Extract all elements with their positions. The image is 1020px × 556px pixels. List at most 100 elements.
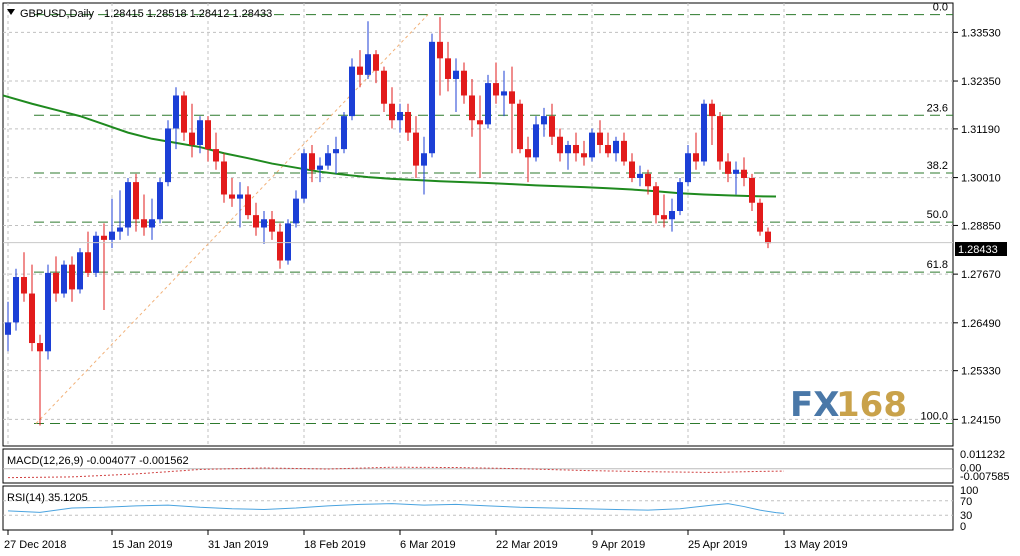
candle-body bbox=[757, 202, 763, 232]
candle-body bbox=[53, 272, 59, 294]
date-tick-label: 25 Apr 2019 bbox=[688, 539, 747, 551]
fib-label: 38.2 bbox=[927, 160, 948, 172]
price-tick-label: 1.31190 bbox=[961, 124, 1000, 136]
candle-body bbox=[349, 66, 355, 117]
candle-body bbox=[629, 161, 635, 178]
candle-body bbox=[613, 140, 619, 154]
price-tick-label: 1.24150 bbox=[961, 414, 1001, 426]
candle-body bbox=[245, 194, 251, 216]
price-tick-label: 1.28850 bbox=[961, 220, 1001, 232]
date-tick-label: 15 Jan 2019 bbox=[112, 539, 173, 551]
price-tick-label: 1.32350 bbox=[961, 76, 1001, 88]
candle-body bbox=[389, 103, 395, 121]
candle-body bbox=[717, 116, 723, 162]
candle-body bbox=[93, 235, 99, 273]
candle-body bbox=[453, 70, 459, 79]
rsi-title: RSI(14) 35.1205 bbox=[7, 492, 88, 504]
price-tick-label: 1.30010 bbox=[961, 173, 1001, 185]
macd-indicator: 0.011232 0.00-0.007585 bbox=[3, 449, 1010, 483]
date-tick-label: 18 Feb 2019 bbox=[304, 539, 366, 551]
trend-line bbox=[35, 14, 429, 424]
candle-body bbox=[13, 277, 19, 323]
last-price-text: 1.28433 bbox=[958, 244, 998, 256]
candle-body bbox=[85, 252, 91, 273]
candle-body bbox=[301, 153, 307, 199]
candle-body bbox=[573, 144, 579, 154]
candle-body bbox=[45, 272, 51, 352]
candle-body bbox=[701, 103, 707, 162]
rsi-tick-label: 100 bbox=[960, 485, 978, 497]
candle-body bbox=[725, 161, 731, 174]
candle-body bbox=[237, 194, 243, 199]
candle-body bbox=[277, 231, 283, 261]
candle-body bbox=[749, 177, 755, 203]
candle-body bbox=[541, 116, 547, 125]
candle-body bbox=[77, 252, 83, 290]
fib-label: 61.8 bbox=[927, 259, 948, 271]
candle-body bbox=[709, 103, 715, 117]
candle-body bbox=[133, 182, 139, 220]
candle-body bbox=[357, 66, 363, 75]
macd-title: MACD(12,26,9) -0.004077 -0.001562 bbox=[7, 455, 189, 467]
candle-body bbox=[157, 182, 163, 220]
date-axis: 27 Dec 2018 15 Jan 2019 31 Jan 2019 18 Feb … bbox=[4, 530, 848, 551]
candle-body bbox=[261, 219, 267, 228]
candle-body bbox=[365, 54, 371, 75]
ohlc-values: 1.28415 1.28518 1.28412 1.28433 bbox=[104, 8, 272, 20]
candle-body bbox=[637, 173, 643, 178]
candle-body bbox=[645, 173, 651, 187]
candle-body bbox=[557, 136, 563, 154]
watermark-fx: FX bbox=[790, 385, 839, 425]
candle-body bbox=[101, 235, 107, 240]
candle-body bbox=[445, 58, 451, 79]
candle-body bbox=[141, 219, 147, 228]
candle-body bbox=[677, 182, 683, 212]
candle-body bbox=[61, 264, 67, 294]
price-tick-label: 1.26490 bbox=[961, 318, 1001, 330]
symbol-label: GBPUSD,Daily bbox=[20, 8, 94, 20]
main-panel bbox=[2, 2, 954, 447]
candle-body bbox=[29, 293, 35, 344]
candle-body bbox=[117, 227, 123, 232]
candle-body bbox=[229, 194, 235, 199]
date-tick-label: 6 Mar 2019 bbox=[400, 539, 456, 551]
candle-body bbox=[373, 54, 379, 71]
candle-body bbox=[325, 153, 331, 166]
candle-body bbox=[253, 215, 259, 228]
rsi-line bbox=[7, 503, 785, 514]
candle-body bbox=[293, 198, 299, 224]
macd-signal-line bbox=[7, 466, 785, 479]
candle-body bbox=[413, 132, 419, 166]
rsi-tick-label: 30 bbox=[960, 510, 972, 522]
candle-body bbox=[317, 165, 323, 170]
candle-body bbox=[205, 120, 211, 150]
last-price-badge bbox=[955, 242, 1007, 256]
candle-body bbox=[213, 149, 219, 162]
fib-label: 50.0 bbox=[927, 209, 948, 221]
fibonacci-levels: 0.0 23.6 38.2 50.0 61.8 100.0 bbox=[34, 2, 953, 424]
candle-body bbox=[605, 144, 611, 154]
candle-body bbox=[477, 120, 483, 125]
price-tick-label: 1.33530 bbox=[961, 27, 1001, 39]
chart-menu-triangle-icon[interactable] bbox=[7, 9, 15, 15]
watermark-number: 168 bbox=[836, 385, 907, 425]
date-tick-label: 13 May 2019 bbox=[784, 539, 848, 551]
macd-panel bbox=[2, 448, 954, 484]
date-tick-label: 31 Jan 2019 bbox=[208, 539, 269, 551]
price-tick-label: 1.27670 bbox=[961, 269, 1001, 281]
candle-body bbox=[493, 83, 499, 96]
candle-body bbox=[221, 161, 227, 195]
candle-body bbox=[525, 149, 531, 158]
candle-body bbox=[621, 140, 627, 162]
candle-body bbox=[37, 343, 43, 352]
fib-trend-line bbox=[35, 14, 429, 424]
macd-tick-label: 0.011232 bbox=[960, 449, 1005, 461]
candle-body bbox=[173, 95, 179, 129]
rsi-tick-label: 0 bbox=[960, 521, 966, 533]
candle-body bbox=[485, 83, 491, 125]
candle-body bbox=[429, 41, 435, 154]
candle-body bbox=[285, 223, 291, 261]
rsi-panel bbox=[2, 485, 954, 531]
candle-body bbox=[549, 116, 555, 137]
